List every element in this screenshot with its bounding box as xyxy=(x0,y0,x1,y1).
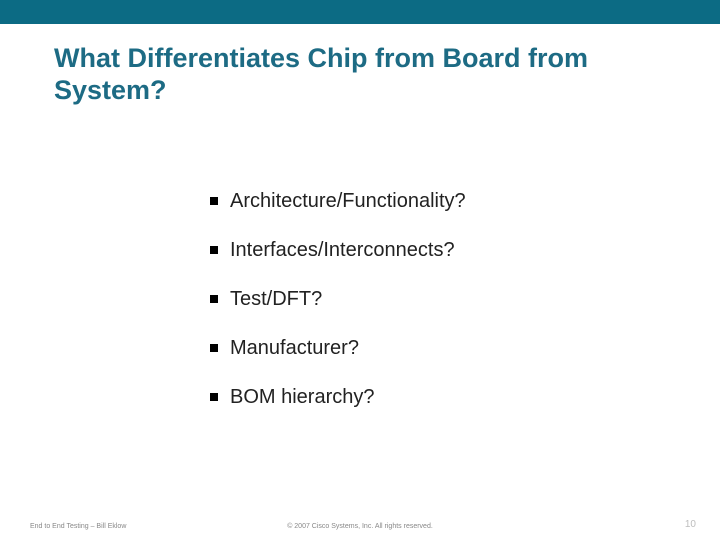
bullet-text: Architecture/Functionality? xyxy=(230,190,466,213)
footer-copyright: © 2007 Cisco Systems, Inc. All rights re… xyxy=(0,523,720,530)
square-bullet-icon xyxy=(210,197,218,205)
bullet-text: BOM hierarchy? xyxy=(230,386,375,409)
slide-title: What Differentiates Chip from Board from… xyxy=(54,42,654,107)
square-bullet-icon xyxy=(210,295,218,303)
bullet-text: Interfaces/Interconnects? xyxy=(230,239,455,262)
top-bar xyxy=(0,0,720,24)
square-bullet-icon xyxy=(210,246,218,254)
list-item: Test/DFT? xyxy=(210,288,466,311)
slide: What Differentiates Chip from Board from… xyxy=(0,0,720,540)
list-item: Interfaces/Interconnects? xyxy=(210,239,466,262)
square-bullet-icon xyxy=(210,393,218,401)
bullet-text: Manufacturer? xyxy=(230,337,359,360)
footer: End to End Testing – Bill Eklow © 2007 C… xyxy=(0,510,720,530)
list-item: BOM hierarchy? xyxy=(210,386,466,409)
bullet-text: Test/DFT? xyxy=(230,288,322,311)
list-item: Architecture/Functionality? xyxy=(210,190,466,213)
bullet-list: Architecture/Functionality? Interfaces/I… xyxy=(210,190,466,435)
page-number: 10 xyxy=(685,519,696,530)
list-item: Manufacturer? xyxy=(210,337,466,360)
square-bullet-icon xyxy=(210,344,218,352)
